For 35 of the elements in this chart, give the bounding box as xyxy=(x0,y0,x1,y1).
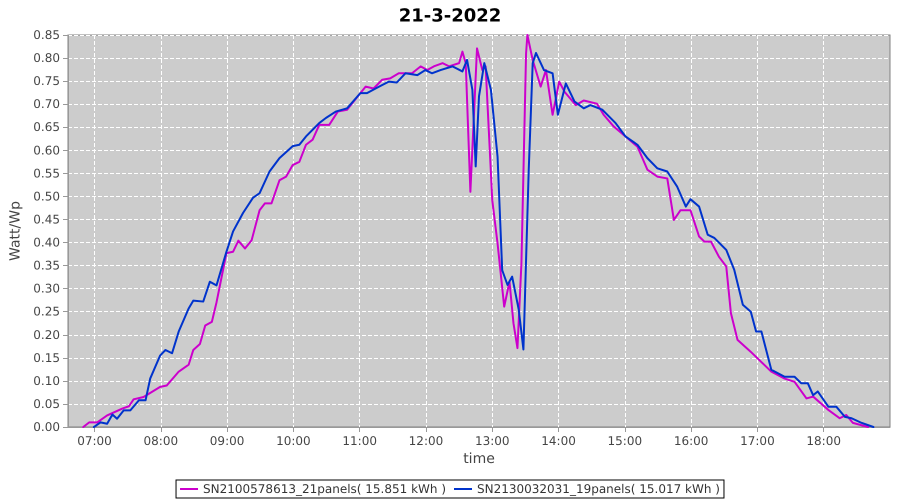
y-tick-label: 0.20 xyxy=(33,328,60,342)
x-tick-label: 09:00 xyxy=(210,434,244,448)
legend-label: SN2130032031_19panels( 15.017 kWh ) xyxy=(477,482,720,496)
y-tick-label: 0.55 xyxy=(33,166,60,180)
y-tick-label: 0.00 xyxy=(33,420,60,434)
y-tick-label: 0.80 xyxy=(33,51,60,66)
legend-label: SN2100578613_21panels( 15.851 kWh ) xyxy=(203,482,446,496)
y-tick-label: 0.15 xyxy=(33,350,60,365)
y-tick-label: 0.30 xyxy=(33,282,60,296)
y-tick-label: 0.25 xyxy=(33,304,60,319)
y-tick-label: 0.60 xyxy=(33,143,60,158)
y-tick-label: 0.85 xyxy=(33,28,60,42)
y-tick-label: 0.50 xyxy=(33,189,60,204)
x-tick-label: 13:00 xyxy=(474,434,510,448)
y-tick-label: 0.10 xyxy=(33,374,60,388)
y-tick-label: 0.75 xyxy=(33,74,60,88)
y-tick-label: 0.65 xyxy=(33,120,60,134)
x-tick-label: 16:00 xyxy=(674,434,708,448)
y-tick-label: 0.70 xyxy=(33,97,60,112)
x-tick-label: 12:00 xyxy=(408,434,444,448)
x-tick-label: 10:00 xyxy=(276,434,311,448)
y-tick-label: 0.45 xyxy=(33,212,60,226)
x-tick-label: 14:00 xyxy=(541,434,576,448)
y-tick-label: 0.40 xyxy=(33,236,60,250)
x-tick-label: 07:00 xyxy=(77,434,112,448)
x-tick-label: 18:00 xyxy=(806,434,842,448)
y-axis-title: Watt/Wp xyxy=(7,200,24,261)
x-tick-label: 15:00 xyxy=(608,434,642,448)
x-tick-label: 11:00 xyxy=(342,434,377,448)
x-tick-label: 17:00 xyxy=(740,434,775,448)
chart-title: 21-3-2022 xyxy=(398,6,502,26)
x-axis-title: time xyxy=(463,450,495,467)
y-tick-label: 0.35 xyxy=(33,258,60,273)
y-tick-label: 0.05 xyxy=(33,396,60,411)
x-tick-label: 08:00 xyxy=(144,434,178,448)
